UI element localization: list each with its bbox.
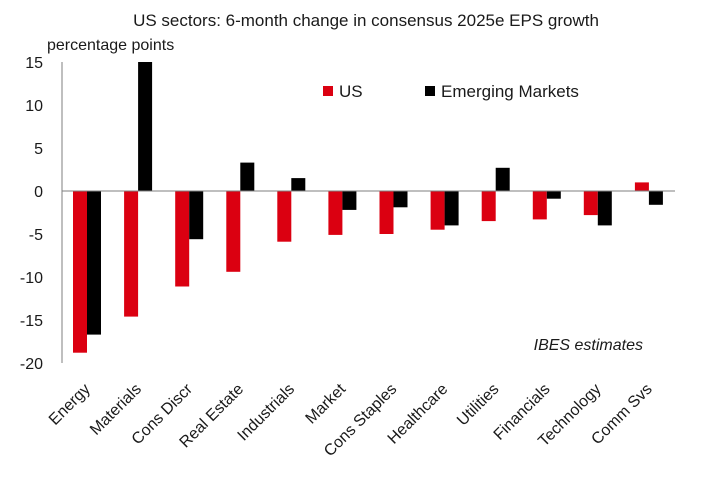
legend-swatch-emerging-markets xyxy=(425,86,435,96)
bars-group xyxy=(73,62,663,353)
y-tick-label: 10 xyxy=(25,98,43,115)
bar-emerging-markets-financials xyxy=(546,191,561,199)
y-tick-label: -20 xyxy=(20,356,43,373)
bar-us-energy xyxy=(73,191,87,353)
y-tick-label: 15 xyxy=(25,55,43,72)
y-tick-label: 0 xyxy=(34,184,43,201)
y-tick-labels: 15 10 5 0 -5 -10 -15 -20 xyxy=(20,55,43,373)
category-label-energy: Energy xyxy=(46,381,94,429)
bar-emerging-markets-industrials xyxy=(291,178,306,191)
legend-swatch-us xyxy=(323,86,333,96)
bar-emerging-markets-cons-discr xyxy=(189,191,204,240)
source-annotation: IBES estimates xyxy=(534,337,643,354)
bar-emerging-markets-market xyxy=(342,191,357,210)
bar-us-technology xyxy=(583,191,598,216)
bar-emerging-markets-technology xyxy=(597,191,612,226)
bar-us-utilities xyxy=(481,191,496,222)
y-tick-label: -15 xyxy=(20,313,43,330)
bar-us-cons-staples xyxy=(379,191,394,234)
bar-emerging-markets-real-estate xyxy=(240,162,255,191)
category-label-utilities: Utilities xyxy=(454,381,502,429)
legend: US Emerging Markets xyxy=(323,82,579,101)
axes-group xyxy=(61,62,675,363)
bar-us-healthcare xyxy=(430,191,445,230)
bar-us-industrials xyxy=(277,191,292,242)
y-tick-label: -5 xyxy=(29,227,43,244)
bar-emerging-markets-utilities xyxy=(495,167,510,191)
bar-emerging-markets-healthcare xyxy=(444,191,459,226)
bar-emerging-markets-materials xyxy=(138,62,153,191)
bar-emerging-markets-energy xyxy=(87,191,101,335)
bar-us-cons-discr xyxy=(175,191,190,287)
bar-us-market xyxy=(328,191,343,235)
category-label-market: Market xyxy=(303,380,350,427)
bar-us-real-estate xyxy=(226,191,241,272)
bar-us-financials xyxy=(532,191,547,220)
chart-title: US sectors: 6-month change in consensus … xyxy=(133,11,599,30)
y-tick-label: 5 xyxy=(34,141,43,158)
bar-emerging-markets-cons-staples xyxy=(393,191,408,208)
y-axis-unit-label: percentage points xyxy=(47,37,174,54)
legend-label-emerging-markets: Emerging Markets xyxy=(441,82,579,101)
bar-us-materials xyxy=(124,191,139,317)
legend-label-us: US xyxy=(339,82,363,101)
y-tick-label: -10 xyxy=(20,270,43,287)
bar-us-comm-svs xyxy=(634,182,649,191)
bar-emerging-markets-comm-svs xyxy=(648,191,663,205)
